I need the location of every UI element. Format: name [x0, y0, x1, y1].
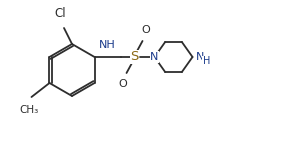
- Text: N: N: [150, 52, 159, 62]
- Text: N: N: [195, 52, 204, 62]
- Text: H: H: [203, 56, 210, 66]
- Text: NH: NH: [99, 40, 116, 50]
- Text: O: O: [141, 25, 150, 35]
- Text: CH₃: CH₃: [20, 105, 39, 115]
- Text: O: O: [118, 79, 127, 89]
- Text: Cl: Cl: [54, 7, 66, 20]
- Text: S: S: [130, 50, 139, 64]
